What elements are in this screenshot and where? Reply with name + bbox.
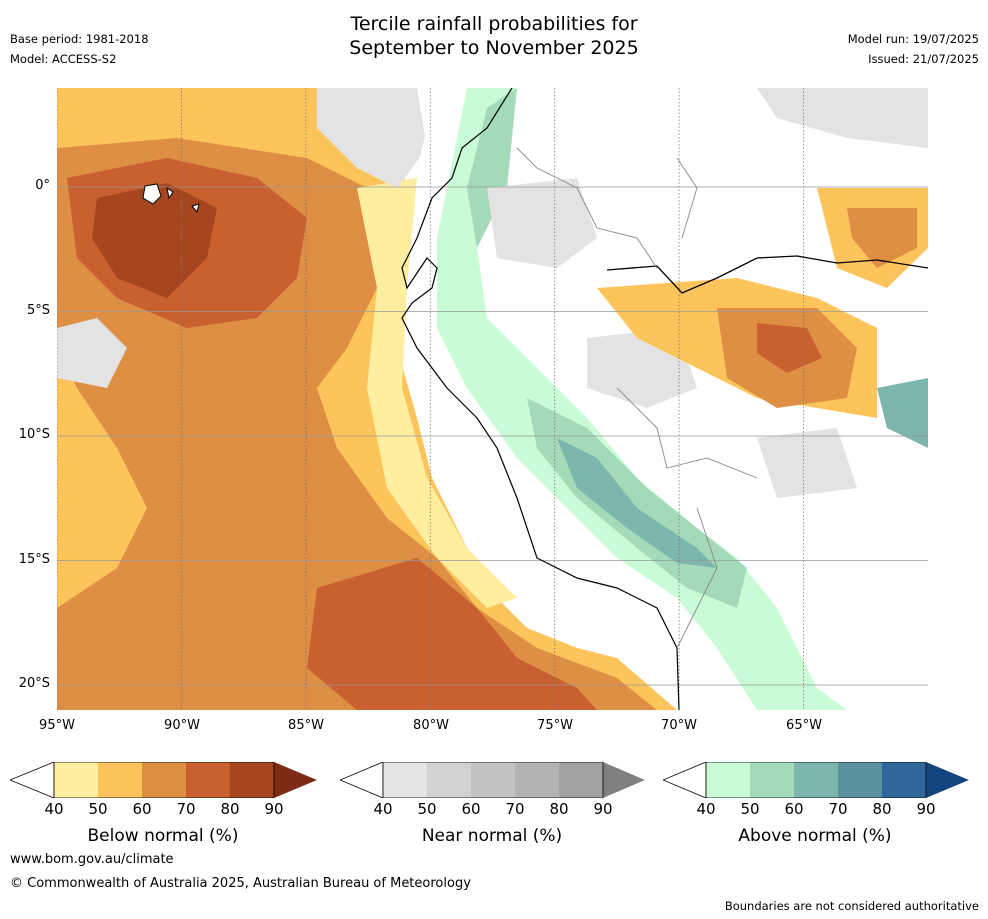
lon-label-65w: 65°W xyxy=(786,718,822,733)
lon-label-80w: 80°W xyxy=(413,718,449,733)
lon-label-95w: 95°W xyxy=(39,718,75,733)
galapagos-islands xyxy=(142,183,200,214)
amazon-river xyxy=(606,255,928,294)
model-run: Model run: 19/07/2025 xyxy=(847,32,979,46)
below-normal-40-strip xyxy=(357,178,517,608)
footer-note: Boundaries are not considered authoritat… xyxy=(724,899,979,913)
near-normal-region-west xyxy=(57,318,127,388)
colorbar-near-normal xyxy=(340,762,645,798)
colorbar-below-normal xyxy=(10,762,317,798)
cb-above-tick-80: 80 xyxy=(872,800,892,818)
below-normal-70-region-south xyxy=(307,558,597,710)
lat-label-0: 0° xyxy=(35,178,50,193)
lon-label-70w: 70°W xyxy=(661,718,697,733)
below-normal-ne-60 xyxy=(847,208,917,268)
cb-above-tick-50: 50 xyxy=(740,800,760,818)
lat-label-10s: 10°S xyxy=(18,427,50,442)
coastline xyxy=(401,88,680,710)
cb-above-tick-90: 90 xyxy=(916,800,936,818)
cb-above-tick-40: 40 xyxy=(696,800,716,818)
near-normal-region-north xyxy=(317,88,427,188)
above-normal-east xyxy=(877,378,928,448)
near-normal-land-3 xyxy=(757,88,928,148)
below-normal-amazon-70 xyxy=(757,323,822,373)
model-name: Model: ACCESS-S2 xyxy=(10,52,117,66)
cb-below-tick-40: 40 xyxy=(44,800,64,818)
lat-label-5s: 5°S xyxy=(26,303,50,318)
cb-above-title: Above normal (%) xyxy=(738,826,892,846)
title-line-1: Tercile rainfall probabilities for xyxy=(350,13,638,35)
lon-label-75w: 75°W xyxy=(537,718,573,733)
map-panel xyxy=(57,88,928,710)
cb-below-tick-80: 80 xyxy=(220,800,240,818)
title-line-2: September to November 2025 xyxy=(349,37,639,59)
cb-above-tick-60: 60 xyxy=(784,800,804,818)
colorbar-above-normal xyxy=(663,762,969,798)
cb-below-tick-70: 70 xyxy=(176,800,196,818)
cb-near-tick-90: 90 xyxy=(593,800,613,818)
cb-below-tick-60: 60 xyxy=(132,800,152,818)
cb-below-tick-50: 50 xyxy=(88,800,108,818)
cb-near-tick-60: 60 xyxy=(461,800,481,818)
cb-near-tick-40: 40 xyxy=(373,800,393,818)
latitude-gridlines xyxy=(57,186,928,686)
lat-label-20s: 20°S xyxy=(18,676,50,691)
cb-near-tick-70: 70 xyxy=(505,800,525,818)
longitude-gridlines xyxy=(57,88,804,710)
near-normal-land-2 xyxy=(757,428,857,498)
near-normal-land-4 xyxy=(487,178,597,268)
cb-below-title: Below normal (%) xyxy=(87,826,239,846)
lat-label-15s: 15°S xyxy=(18,552,50,567)
base-period: Base period: 1981-2018 xyxy=(10,32,149,46)
lon-label-90w: 90°W xyxy=(164,718,200,733)
cb-below-tick-90: 90 xyxy=(264,800,284,818)
cb-near-tick-50: 50 xyxy=(417,800,437,818)
above-normal-60-band xyxy=(557,438,717,568)
meta-left: Base period: 1981-2018 Model: ACCESS-S2 xyxy=(10,29,149,69)
lon-label-85w: 85°W xyxy=(288,718,324,733)
issued-date: Issued: 21/07/2025 xyxy=(868,52,979,66)
map-title: Tercile rainfall probabilities for Septe… xyxy=(0,12,988,60)
country-borders xyxy=(516,147,758,649)
meta-right: Model run: 19/07/2025 Issued: 21/07/2025 xyxy=(848,29,979,69)
probability-map xyxy=(57,88,928,710)
cb-above-tick-70: 70 xyxy=(828,800,848,818)
cb-near-title: Near normal (%) xyxy=(421,826,563,846)
cb-near-tick-80: 80 xyxy=(549,800,569,818)
footer-copyright: © Commonwealth of Australia 2025, Austra… xyxy=(10,876,471,891)
footer-url[interactable]: www.bom.gov.au/climate xyxy=(10,852,174,867)
below-normal-80-region xyxy=(92,183,217,298)
